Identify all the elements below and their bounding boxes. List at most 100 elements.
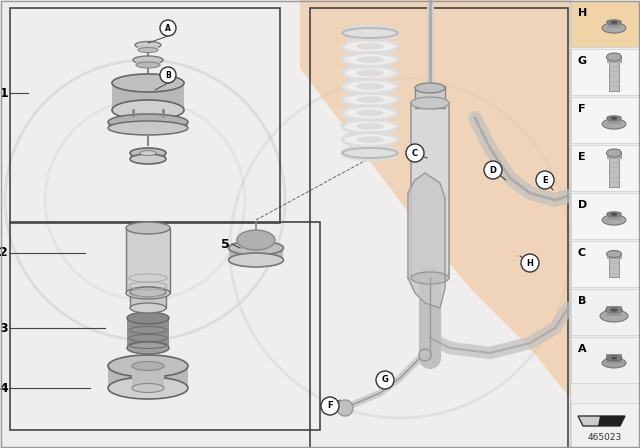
FancyBboxPatch shape [571, 403, 639, 447]
Ellipse shape [607, 149, 621, 157]
Ellipse shape [130, 154, 166, 164]
FancyBboxPatch shape [130, 292, 166, 308]
Ellipse shape [415, 83, 445, 93]
FancyBboxPatch shape [108, 120, 188, 128]
Text: G: G [578, 56, 587, 66]
Ellipse shape [411, 97, 449, 109]
Ellipse shape [605, 307, 622, 313]
Ellipse shape [342, 119, 397, 134]
Text: F: F [578, 104, 586, 114]
Ellipse shape [607, 212, 621, 217]
Text: D: D [578, 200, 588, 210]
Ellipse shape [356, 83, 384, 90]
Ellipse shape [356, 96, 384, 103]
Ellipse shape [342, 28, 397, 38]
FancyBboxPatch shape [411, 103, 449, 278]
Polygon shape [300, 0, 570, 398]
FancyBboxPatch shape [607, 116, 621, 124]
Ellipse shape [108, 114, 188, 130]
Ellipse shape [356, 43, 384, 50]
FancyBboxPatch shape [136, 60, 160, 65]
FancyBboxPatch shape [607, 20, 621, 28]
FancyBboxPatch shape [571, 1, 639, 47]
Ellipse shape [356, 123, 384, 130]
FancyBboxPatch shape [609, 53, 619, 91]
Ellipse shape [342, 53, 397, 67]
FancyBboxPatch shape [609, 251, 619, 277]
Ellipse shape [130, 287, 166, 297]
Polygon shape [578, 416, 625, 426]
Ellipse shape [126, 222, 170, 234]
Ellipse shape [607, 250, 621, 258]
FancyBboxPatch shape [607, 211, 621, 220]
Circle shape [521, 254, 539, 272]
Circle shape [337, 400, 353, 416]
Ellipse shape [237, 230, 275, 250]
Text: 5: 5 [221, 237, 230, 250]
FancyBboxPatch shape [138, 45, 158, 50]
Ellipse shape [602, 23, 626, 33]
Text: 1: 1 [0, 86, 8, 99]
Text: D: D [490, 165, 497, 175]
Ellipse shape [356, 30, 384, 36]
Text: G: G [381, 375, 388, 384]
Ellipse shape [607, 53, 621, 61]
Text: C: C [412, 148, 418, 158]
Ellipse shape [602, 358, 626, 368]
Ellipse shape [356, 150, 384, 156]
Ellipse shape [342, 133, 397, 146]
Circle shape [160, 20, 176, 36]
Ellipse shape [108, 121, 188, 135]
FancyBboxPatch shape [108, 366, 188, 388]
Ellipse shape [228, 253, 284, 267]
FancyBboxPatch shape [126, 228, 170, 293]
FancyBboxPatch shape [130, 151, 166, 159]
Ellipse shape [342, 148, 397, 158]
Ellipse shape [342, 79, 397, 93]
Ellipse shape [132, 362, 164, 370]
FancyBboxPatch shape [570, 0, 640, 448]
Ellipse shape [602, 215, 626, 225]
Ellipse shape [611, 358, 617, 359]
Ellipse shape [135, 42, 161, 48]
Ellipse shape [611, 213, 617, 215]
Ellipse shape [140, 151, 156, 155]
Circle shape [484, 161, 502, 179]
Ellipse shape [342, 146, 397, 160]
FancyBboxPatch shape [605, 306, 622, 316]
Text: A: A [165, 23, 171, 33]
FancyBboxPatch shape [571, 145, 639, 191]
Text: A: A [578, 344, 587, 354]
Text: E: E [542, 176, 548, 185]
Ellipse shape [132, 383, 164, 392]
Circle shape [406, 144, 424, 162]
FancyBboxPatch shape [609, 149, 619, 187]
Text: 4: 4 [0, 382, 8, 395]
Text: C: C [578, 248, 586, 258]
Ellipse shape [127, 342, 169, 354]
Ellipse shape [602, 119, 626, 129]
Text: B: B [578, 296, 586, 306]
Ellipse shape [611, 117, 617, 119]
Circle shape [536, 171, 554, 189]
Text: 465023: 465023 [588, 433, 622, 442]
Ellipse shape [342, 93, 397, 107]
FancyBboxPatch shape [607, 153, 621, 159]
Ellipse shape [356, 109, 384, 116]
Text: F: F [327, 401, 333, 410]
Ellipse shape [133, 56, 163, 64]
Circle shape [376, 371, 394, 389]
Ellipse shape [607, 116, 621, 121]
FancyBboxPatch shape [606, 354, 621, 363]
Ellipse shape [356, 136, 384, 143]
Ellipse shape [342, 39, 397, 53]
Circle shape [419, 349, 431, 361]
Text: B: B [165, 70, 171, 79]
FancyBboxPatch shape [607, 57, 621, 63]
FancyBboxPatch shape [415, 86, 445, 108]
FancyBboxPatch shape [571, 97, 639, 143]
Ellipse shape [130, 303, 166, 313]
Ellipse shape [108, 377, 188, 399]
Ellipse shape [356, 69, 384, 77]
Ellipse shape [611, 309, 618, 311]
